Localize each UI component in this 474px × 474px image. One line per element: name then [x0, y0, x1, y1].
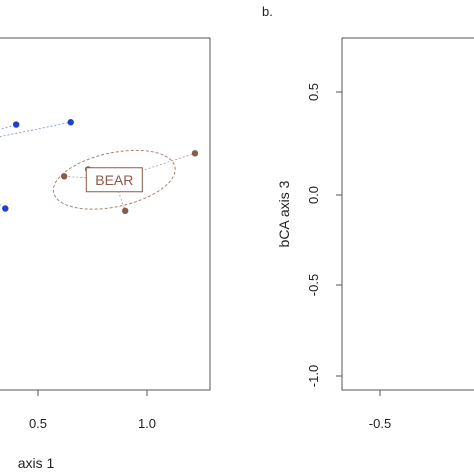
gran-spoke-5: [0, 204, 6, 209]
panel-b-tag: b.: [262, 4, 273, 19]
panel-b-y-axis: 0.5 0.0 -0.5 -1.0 bCA axis 3: [276, 83, 342, 387]
y-tick-label-b-1: 0.5: [306, 83, 321, 101]
panel-b-x-axis: -0.5: [369, 389, 474, 431]
gran-point-6: [67, 119, 74, 126]
bear-label-box: [85, 167, 143, 193]
x-tick-label-a-2: 1.0: [138, 416, 156, 431]
x-axis-title-a: axis 1: [18, 455, 55, 471]
bear-ellipse: [52, 149, 176, 210]
panel-a-x-axis: 0.5 1.0 axis 1: [0, 389, 210, 471]
panel-a-frame: [0, 37, 211, 391]
panel-b: b. 0.5 0.0 -0.5 -1.0 bCA axis 3 -0.5 VIL…: [262, 4, 474, 431]
bear-label: BEAR: [95, 172, 133, 188]
gran-point-5: [2, 205, 9, 212]
panel-b-frame: [341, 37, 474, 391]
y-tick-label-b-4: -1.0: [306, 365, 321, 387]
panel-a-plot-area: GRANBEAR: [0, 119, 199, 214]
y-tick-label-b-3: -0.5: [306, 274, 321, 296]
bear-point-2: [122, 207, 129, 214]
y-tick-label-b-2: 0.0: [306, 186, 321, 204]
bear-point-4: [60, 173, 68, 180]
y-axis-title-b: bCA axis 3: [276, 180, 292, 247]
gran-spoke-2: [0, 124, 17, 130]
panel-a: 0.5 1.0 axis 1 GRANBEAR: [0, 37, 211, 471]
x-tick-label-a-1: 0.5: [29, 416, 47, 431]
bear-point-3: [191, 150, 199, 157]
x-tick-label-b-1: -0.5: [369, 416, 391, 431]
gran-point-2: [13, 121, 20, 128]
gran-spoke-6: [0, 121, 71, 138]
